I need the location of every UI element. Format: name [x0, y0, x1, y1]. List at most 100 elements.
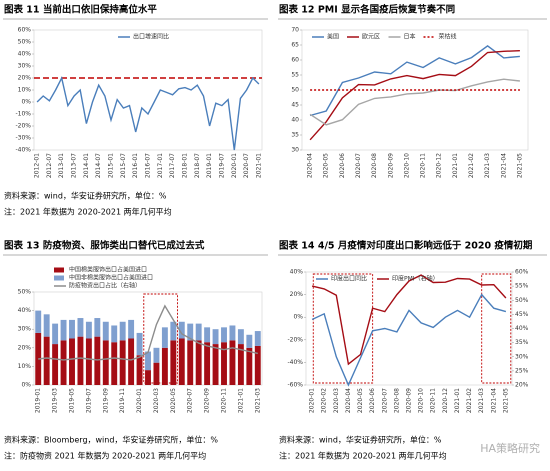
x-tick-label: 2019-07	[218, 153, 225, 178]
legend-label: 出口增速同比	[133, 33, 169, 41]
bar	[246, 347, 253, 385]
bar	[35, 310, 42, 333]
source-note: 资料来源：Bloomberg，wind，华安证券研究所，单位：%	[4, 435, 218, 445]
y-tick-label: 20%	[18, 75, 32, 82]
bar	[221, 342, 227, 385]
x-tick-label: 2018-07	[194, 153, 201, 178]
x-tick-label: 2021-04	[490, 388, 497, 413]
highlight-box	[312, 273, 374, 384]
bar	[43, 314, 50, 337]
legend-label: 荣枯线	[439, 33, 457, 41]
bar	[212, 344, 219, 385]
x-tick-label: 2015-07	[120, 153, 127, 178]
x-tick-label: 2019-05	[69, 388, 76, 413]
x-tick-label: 2021-05	[502, 388, 509, 413]
x-tick-label: 2014-01	[83, 153, 90, 178]
bar	[145, 351, 151, 371]
y-tick-label: 0%	[21, 99, 31, 106]
bar	[119, 321, 126, 341]
y2-tick-label: 55%	[515, 283, 529, 290]
x-tick-label: 2020-10	[418, 388, 425, 413]
plot-frame	[33, 29, 263, 151]
source-note: 资料来源：wind，华安证券研究所，单位：%	[279, 435, 442, 445]
source-note: 资料来源：wind，华安证券研究所，单位：%	[4, 191, 167, 201]
y2-tick-label: 60%	[515, 269, 529, 276]
x-tick-label: 2020-12	[442, 388, 449, 413]
series-line	[311, 293, 507, 387]
y-tick-label: 40%	[18, 307, 32, 314]
y-tick-label: 55	[291, 72, 299, 79]
bar	[212, 329, 219, 345]
bar	[195, 323, 202, 341]
chart-title: 图表 14 4/5 月疫情对印度出口影响远低于 2020 疫情初期	[279, 240, 532, 252]
legend-swatch	[54, 275, 64, 281]
x-tick-label: 2020-07	[187, 388, 194, 413]
x-tick-label: 2021-05	[516, 153, 523, 178]
bar	[52, 344, 59, 385]
series-line	[311, 274, 507, 366]
x-tick-label: 2020-09	[406, 388, 413, 413]
bar	[77, 318, 84, 337]
x-tick-label: 2013-01	[58, 153, 65, 178]
x-tick-label: 2021-01	[454, 388, 461, 413]
x-tick-label: 2020-01	[231, 153, 238, 178]
series-line	[309, 78, 520, 126]
bar	[254, 331, 261, 346]
legend-label: 防疫物资出口占比（右轴）	[69, 282, 141, 290]
x-tick-label: 2015-01	[108, 153, 115, 178]
x-tick-label: 2020-07	[355, 153, 362, 178]
x-tick-label: 2017-01	[157, 153, 164, 178]
chart-title: 图表 12 PMI 显示各国疫后恢复节奏不同	[279, 4, 455, 16]
bar	[85, 321, 92, 339]
x-tick-label: 2021-03	[478, 388, 485, 413]
legend-label: 印度PMI（右轴）	[392, 275, 439, 283]
y-tick-label: 65	[291, 42, 299, 49]
bar	[145, 370, 151, 385]
bar	[153, 347, 160, 363]
bar	[94, 318, 101, 337]
x-tick-label: 2021-03	[484, 153, 491, 178]
bar	[128, 338, 135, 385]
bar	[77, 336, 84, 385]
bar	[43, 336, 50, 385]
y-tick-label: 60%	[18, 27, 32, 34]
x-tick-label: 2012-01	[34, 153, 41, 178]
y-tick-label: 50	[291, 87, 299, 94]
x-tick-label: 2020-05	[323, 153, 330, 178]
legend-label: 中国非棉类服饰出口占美国进口	[69, 274, 153, 282]
y-tick-label: 30	[291, 147, 299, 154]
y-tick-label: 0%	[293, 314, 303, 321]
watermark: HA策略研究	[480, 441, 540, 455]
x-tick-label: 2021-01	[452, 153, 459, 178]
y-tick-label: 0%	[21, 382, 31, 389]
x-tick-label: 2021-02	[466, 388, 473, 413]
bar	[60, 340, 67, 385]
y-tick-label: 45	[291, 102, 299, 109]
x-tick-label: 2019-03	[52, 388, 59, 413]
series-line	[36, 75, 260, 151]
x-tick-label: 2020-01	[136, 388, 143, 413]
plot-frame	[305, 271, 513, 386]
x-tick-label: 2020-03	[333, 388, 340, 413]
y-tick-label: 70	[291, 27, 299, 34]
y-tick-label: -20%	[15, 123, 31, 130]
footnote: 注：防疫物资 2021 年数据为 2020-2021 两年几何平均	[4, 451, 206, 461]
y-tick-label: 40%	[18, 51, 32, 58]
bar	[195, 340, 202, 385]
y2-tick-label: 50%	[515, 297, 529, 304]
x-tick-label: 2020-02	[321, 388, 328, 413]
x-tick-label: 2020-06	[369, 388, 376, 413]
x-tick-label: 2021-04	[500, 153, 507, 178]
y-tick-label: -40%	[287, 359, 303, 366]
y-tick-label: -30%	[15, 135, 31, 142]
x-tick-label: 2020-03	[153, 388, 160, 413]
bar	[136, 355, 143, 385]
x-tick-label: 2017-07	[169, 153, 176, 178]
footnote: 注：2021 年数据为 2020-2021 两年几何平均	[4, 207, 172, 217]
legend-label: 中国棉类服饰出口占美国进口	[69, 266, 147, 274]
highlight-box	[481, 273, 512, 384]
bar	[221, 327, 227, 343]
x-tick-label: 2020-10	[403, 153, 410, 178]
bar	[237, 329, 244, 345]
